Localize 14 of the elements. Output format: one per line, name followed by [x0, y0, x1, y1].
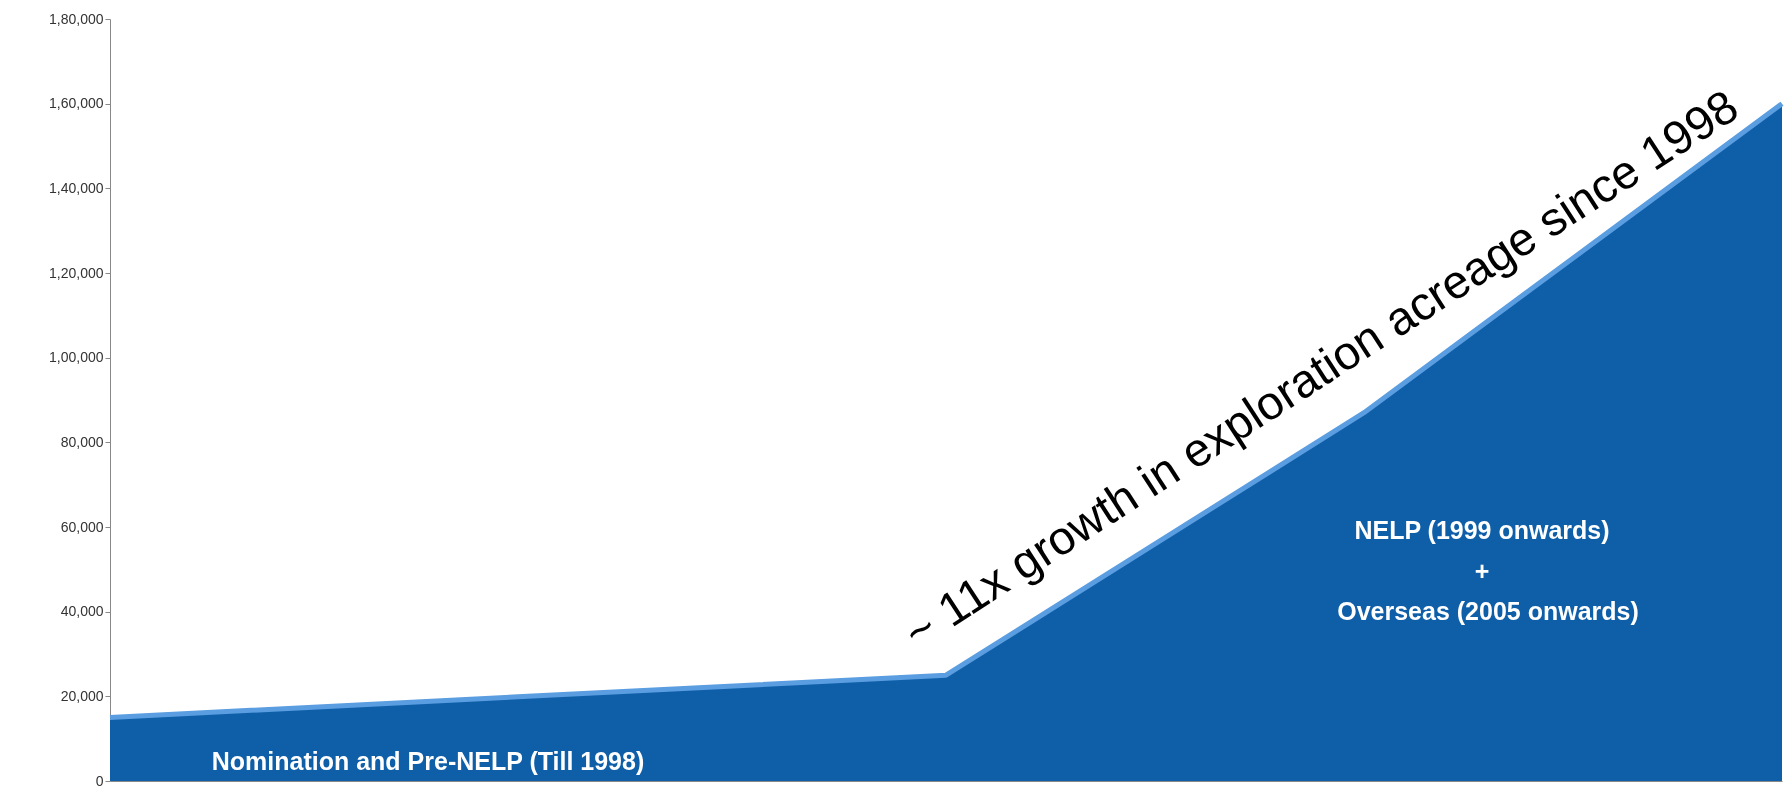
y-tick-label: 1,60,000	[49, 95, 104, 112]
annotation: Overseas (2005 onwards)	[1337, 597, 1639, 625]
y-tick-label: 20,000	[60, 687, 104, 704]
y-tick-label: 1,00,000	[49, 349, 104, 366]
y-tick-label: 1,20,000	[49, 264, 104, 281]
annotation: NELP (1999 onwards)	[1354, 516, 1610, 544]
annotation: Nomination and Pre-NELP (Till 1998)	[211, 747, 645, 775]
annotation: +	[1474, 557, 1490, 585]
y-tick-label: 1,80,000	[49, 10, 104, 27]
y-tick-label: 80,000	[60, 433, 104, 450]
y-tick-label: 40,000	[60, 603, 104, 620]
y-tick-label: 1,40,000	[49, 179, 104, 196]
y-tick-label: 0	[95, 772, 104, 787]
y-tick-label: 60,000	[60, 518, 104, 535]
